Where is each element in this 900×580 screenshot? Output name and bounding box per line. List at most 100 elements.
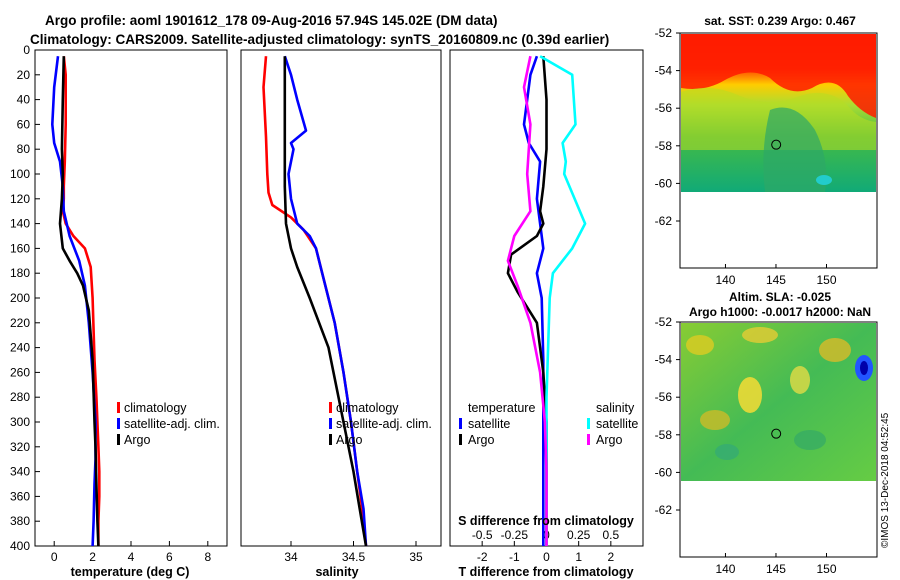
series-line-climatology bbox=[61, 56, 101, 546]
temperature-axes-frame bbox=[34, 49, 228, 547]
legend-s-satellite: satellite bbox=[596, 417, 638, 431]
legend-swatch-t-argo bbox=[459, 434, 462, 445]
sst-field bbox=[681, 34, 876, 192]
legend-climatology: climatology bbox=[124, 401, 187, 415]
depth-tick-label: 260 bbox=[10, 365, 30, 379]
legend-swatch-s-argo bbox=[587, 434, 590, 445]
x-tick-label: 34 bbox=[284, 550, 298, 564]
salinity-legend: climatology satellite-adj. clim. Argo bbox=[329, 401, 432, 447]
series-line-salinity-satellite bbox=[539, 55, 587, 546]
depth-tick-label: 40 bbox=[17, 93, 31, 107]
lon-tick-label: 140 bbox=[715, 273, 735, 287]
series-line-temperature-satellite bbox=[522, 55, 545, 546]
series-line-argo bbox=[283, 56, 368, 546]
salinity-profiles bbox=[262, 55, 368, 546]
legend-swatch-climatology bbox=[329, 402, 332, 413]
legend-t-argo: Argo bbox=[468, 433, 494, 447]
depth-tick-label: 180 bbox=[10, 266, 30, 280]
depth-tick-label: 80 bbox=[17, 142, 31, 156]
s-diff-tick-label: 0.25 bbox=[567, 528, 591, 542]
depth-tick-label: 220 bbox=[10, 316, 30, 330]
depth-tick-label: 280 bbox=[10, 390, 30, 404]
lat-tick-label: -56 bbox=[655, 101, 673, 115]
sla-low-2 bbox=[715, 444, 739, 460]
legend-argo: Argo bbox=[336, 433, 362, 447]
legend-t-satellite: satellite bbox=[468, 417, 510, 431]
lat-tick-label: -62 bbox=[655, 214, 673, 228]
depth-tick-label: 380 bbox=[10, 514, 30, 528]
sla-axes: -52 -54 -56 -58 -60 -62 140 145 150 bbox=[655, 315, 837, 576]
temperature-panel: 0204060801001201401601802002202402602803… bbox=[10, 43, 228, 579]
s-diff-tick-label: -0.25 bbox=[501, 528, 529, 542]
sla-low-1 bbox=[794, 430, 826, 450]
sla-high-3 bbox=[738, 377, 762, 413]
sst-argo-marker bbox=[771, 139, 782, 150]
sla-subtitle: Argo h1000: -0.0017 h2000: NaN bbox=[689, 305, 871, 319]
x-tick-label: -1 bbox=[509, 550, 520, 564]
difference-profiles bbox=[506, 55, 587, 546]
sla-high-6 bbox=[819, 338, 851, 362]
depth-tick-label: 120 bbox=[10, 192, 30, 206]
sla-high-4 bbox=[790, 366, 810, 394]
legend-argo: Argo bbox=[124, 433, 150, 447]
lon-tick-label: 150 bbox=[816, 562, 836, 576]
sst-axes: -52 -54 -56 -58 -60 -62 140 145 150 bbox=[655, 26, 837, 287]
difference-panel: -2 -1 0 1 2 -0.5 -0.25 0 0.25 0.5 S difference f… bbox=[449, 49, 644, 579]
depth-tick-label: 340 bbox=[10, 465, 30, 479]
sla-map-panel: Altim. SLA: -0.025 Argo h1000: -0.0017 h… bbox=[655, 290, 878, 576]
lat-tick-label: -58 bbox=[655, 139, 673, 153]
depth-tick-label: 200 bbox=[10, 291, 30, 305]
legend-swatch-argo bbox=[329, 434, 332, 445]
series-line-salinity-argo bbox=[506, 55, 548, 546]
salinity-xlabel: salinity bbox=[315, 565, 358, 579]
x-tick-label: 8 bbox=[204, 550, 211, 564]
legend-temperature-heading: temperature bbox=[468, 401, 535, 415]
lat-tick-label: -58 bbox=[655, 428, 673, 442]
temperature-profiles bbox=[50, 56, 101, 546]
depth-tick-label: 320 bbox=[10, 440, 30, 454]
x-tick-label: 4 bbox=[128, 550, 135, 564]
depth-tick-label: 100 bbox=[10, 167, 30, 181]
lon-tick-label: 145 bbox=[766, 273, 786, 287]
sla-argo-marker bbox=[771, 428, 782, 439]
lat-tick-label: -52 bbox=[655, 26, 673, 40]
sst-warm-region bbox=[681, 34, 876, 118]
depth-tick-label: 0 bbox=[23, 43, 30, 57]
depth-tick-label: 20 bbox=[17, 68, 31, 82]
depth-tick-label: 360 bbox=[10, 489, 30, 503]
lat-tick-label: -54 bbox=[655, 353, 673, 367]
difference-s-axis: -0.5 -0.25 0 0.25 0.5 bbox=[472, 528, 620, 542]
legend-swatch-s-satellite bbox=[587, 418, 590, 429]
temperature-legend: climatology satellite-adj. clim. Argo bbox=[117, 401, 220, 447]
lon-tick-label: 145 bbox=[766, 562, 786, 576]
lon-tick-label: 140 bbox=[715, 562, 735, 576]
legend-salinity-heading: salinity bbox=[596, 401, 635, 415]
s-diff-tick-label: 0.5 bbox=[602, 528, 619, 542]
depth-tick-label: 300 bbox=[10, 415, 30, 429]
depth-tick-label: 160 bbox=[10, 241, 30, 255]
lat-tick-label: -56 bbox=[655, 390, 673, 404]
x-tick-label: -2 bbox=[477, 550, 488, 564]
main-title-line1: Argo profile: aoml 1901612_178 09-Aug-20… bbox=[45, 13, 497, 28]
depth-tick-label: 140 bbox=[10, 217, 30, 231]
depth-axis: 0 20 40 60 80 100 120 140 160 180 200 220 240 260 280 3… bbox=[10, 43, 40, 553]
sst-cold-spot bbox=[816, 175, 832, 185]
salinity-panel: 34 34.5 35 salinity climatology satellite-… bbox=[240, 49, 442, 579]
x-tick-label: 2 bbox=[607, 550, 614, 564]
main-title-line2: Climatology: CARS2009. Satellite-adjuste… bbox=[30, 32, 609, 47]
sla-low-eddy-core bbox=[860, 361, 868, 375]
salinity-axes-frame bbox=[240, 49, 442, 547]
sla-high-1 bbox=[686, 335, 714, 355]
x-tick-label: 35 bbox=[409, 550, 423, 564]
lat-tick-label: -54 bbox=[655, 64, 673, 78]
legend-swatch-satellite bbox=[117, 418, 120, 429]
x-tick-label: 34.5 bbox=[342, 550, 366, 564]
legend-swatch-argo bbox=[117, 434, 120, 445]
legend-swatch-t-satellite bbox=[459, 418, 462, 429]
legend-climatology: climatology bbox=[336, 401, 399, 415]
salinity-x-axis: 34 34.5 35 bbox=[284, 541, 423, 564]
depth-tick-label: 400 bbox=[10, 539, 30, 553]
temperature-xlabel: temperature (deg C) bbox=[71, 565, 190, 579]
lat-tick-label: -62 bbox=[655, 503, 673, 517]
legend-swatch-satellite bbox=[329, 418, 332, 429]
